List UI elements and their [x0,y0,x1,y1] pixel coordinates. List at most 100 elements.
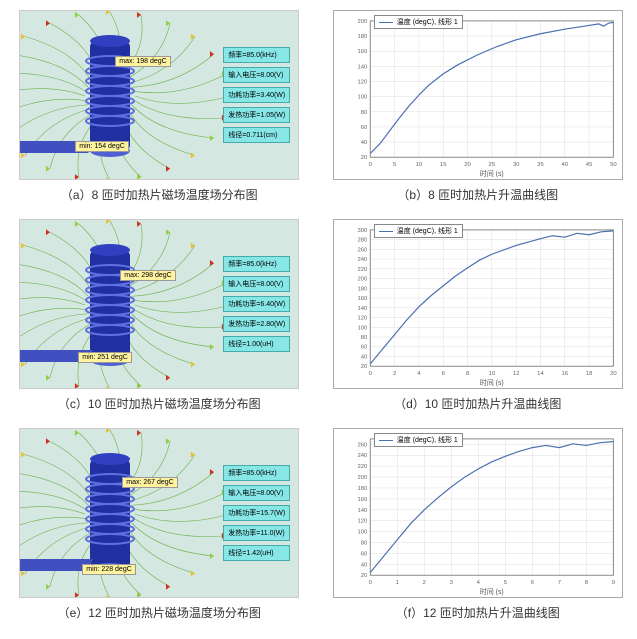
min-temp-tag: min: 228 degC [82,564,136,575]
svg-text:40: 40 [561,162,568,168]
svg-text:45: 45 [586,162,593,168]
param-labels: 频率=85.0(kHz) 输入电压=8.00(V) 功耗功率=15.7(W) 发热功率… [223,465,290,561]
svg-text:50: 50 [610,162,617,168]
svg-text:18: 18 [586,371,593,377]
svg-text:40: 40 [360,562,367,568]
min-temp-tag: min: 154 degC [75,141,129,152]
svg-text:160: 160 [357,497,368,503]
svg-text:2: 2 [422,580,425,586]
legend-line-icon [379,440,393,441]
chart-cell: 2040608010012014016018020022024026028030… [329,219,628,420]
min-temp-tag: min: 251 degC [78,352,132,363]
chart-cell: 2040608010012014016018020022024026001234… [329,428,628,629]
svg-text:0: 0 [368,371,372,377]
svg-text:5: 5 [393,162,397,168]
svg-text:140: 140 [357,508,368,514]
svg-text:10: 10 [488,371,495,377]
caption: （f）12 匝时加热片升温曲线图 [396,604,560,621]
svg-text:200: 200 [357,19,368,25]
svg-text:6: 6 [441,371,445,377]
param-label: 频率=85.0(kHz) [223,47,290,63]
legend-text: 温度 (degC), 线形 1 [397,226,458,236]
caption: （a）8 匝时加热片磁场温度场分布图 [61,186,258,203]
param-label: 线径=1.00(uH) [223,336,290,352]
svg-text:5: 5 [503,580,507,586]
svg-text:180: 180 [357,34,368,40]
svg-text:120: 120 [357,519,368,525]
svg-text:20: 20 [360,364,367,370]
svg-text:300: 300 [357,228,368,234]
svg-text:35: 35 [537,162,544,168]
svg-text:100: 100 [357,325,368,331]
svg-text:4: 4 [476,580,480,586]
svg-text:60: 60 [360,551,367,557]
svg-text:140: 140 [357,306,368,312]
svg-text:25: 25 [488,162,495,168]
param-label: 频率=85.0(kHz) [223,465,290,481]
svg-text:120: 120 [357,79,368,85]
caption: （b）8 匝时加热片升温曲线图 [397,186,558,203]
param-label: 发热功率=1.05(W) [223,107,290,123]
param-label: 输入电压=8.00(V) [223,276,290,292]
svg-text:60: 60 [360,125,367,131]
max-temp-tag: max: 267 degC [122,477,177,488]
legend-line-icon [379,231,393,232]
simulation-panel: max: 298 degC min: 251 degC 频率=85.0(kHz) 输入… [19,219,299,389]
svg-text:时间 (s): 时间 (s) [480,378,504,387]
svg-text:200: 200 [357,277,368,283]
param-label: 发热功率=2.80(W) [223,316,290,332]
param-label: 线径=0.711(cm) [223,127,290,143]
svg-text:120: 120 [357,316,368,322]
param-label: 线径=1.42(uH) [223,545,290,561]
caption: （e）12 匝时加热片磁场温度场分布图 [58,604,261,621]
svg-text:6: 6 [530,580,534,586]
caption: （d）10 匝时加热片升温曲线图 [394,395,561,412]
svg-text:60: 60 [360,345,367,351]
svg-text:14: 14 [537,371,544,377]
svg-text:0: 0 [368,162,372,168]
svg-text:220: 220 [357,464,368,470]
svg-text:140: 140 [357,64,368,70]
param-label: 频率=85.0(kHz) [223,256,290,272]
line-chart: 2040608010012014016018020022024026028030… [333,219,623,389]
svg-text:8: 8 [466,371,470,377]
svg-text:100: 100 [357,530,368,536]
svg-text:8: 8 [584,580,588,586]
svg-text:20: 20 [360,155,367,161]
svg-text:180: 180 [357,486,368,492]
param-label: 输入电压=8.00(V) [223,67,290,83]
chart-legend: 温度 (degC), 线形 1 [374,433,463,447]
legend-line-icon [379,22,393,23]
svg-text:180: 180 [357,286,368,292]
svg-text:0: 0 [368,580,372,586]
svg-text:时间 (s): 时间 (s) [480,587,504,596]
svg-text:100: 100 [357,95,368,101]
svg-text:20: 20 [464,162,471,168]
legend-text: 温度 (degC), 线形 1 [397,435,458,445]
param-label: 输入电压=8.00(V) [223,485,290,501]
svg-text:260: 260 [357,442,368,448]
svg-text:240: 240 [357,257,368,263]
param-label: 功耗功率=3.40(W) [223,87,290,103]
svg-text:40: 40 [360,140,367,146]
svg-text:15: 15 [440,162,447,168]
chart-legend: 温度 (degC), 线形 1 [374,15,463,29]
svg-text:4: 4 [417,371,421,377]
param-label: 功耗功率=15.7(W) [223,505,290,521]
sim-cell: max: 267 degC min: 228 degC 频率=85.0(kHz) 输入… [10,428,309,629]
sim-cell: max: 298 degC min: 251 degC 频率=85.0(kHz) 输入… [10,219,309,420]
svg-text:160: 160 [357,49,368,55]
simulation-panel: max: 198 degCmin: 154 degC频率=85.0(kHz)输入… [19,10,299,180]
svg-text:80: 80 [360,541,367,547]
chart-legend: 温度 (degC), 线形 1 [374,224,463,238]
svg-text:2: 2 [393,371,396,377]
svg-text:20: 20 [360,573,367,579]
svg-text:220: 220 [357,267,368,273]
param-label: 发热功率=11.0(W) [223,525,290,541]
svg-text:7: 7 [557,580,560,586]
simulation-panel: max: 267 degC min: 228 degC 频率=85.0(kHz) 输入… [19,428,299,598]
svg-text:30: 30 [513,162,520,168]
svg-text:1: 1 [395,580,398,586]
max-temp-tag: max: 298 degC [120,270,175,281]
svg-text:9: 9 [611,580,614,586]
